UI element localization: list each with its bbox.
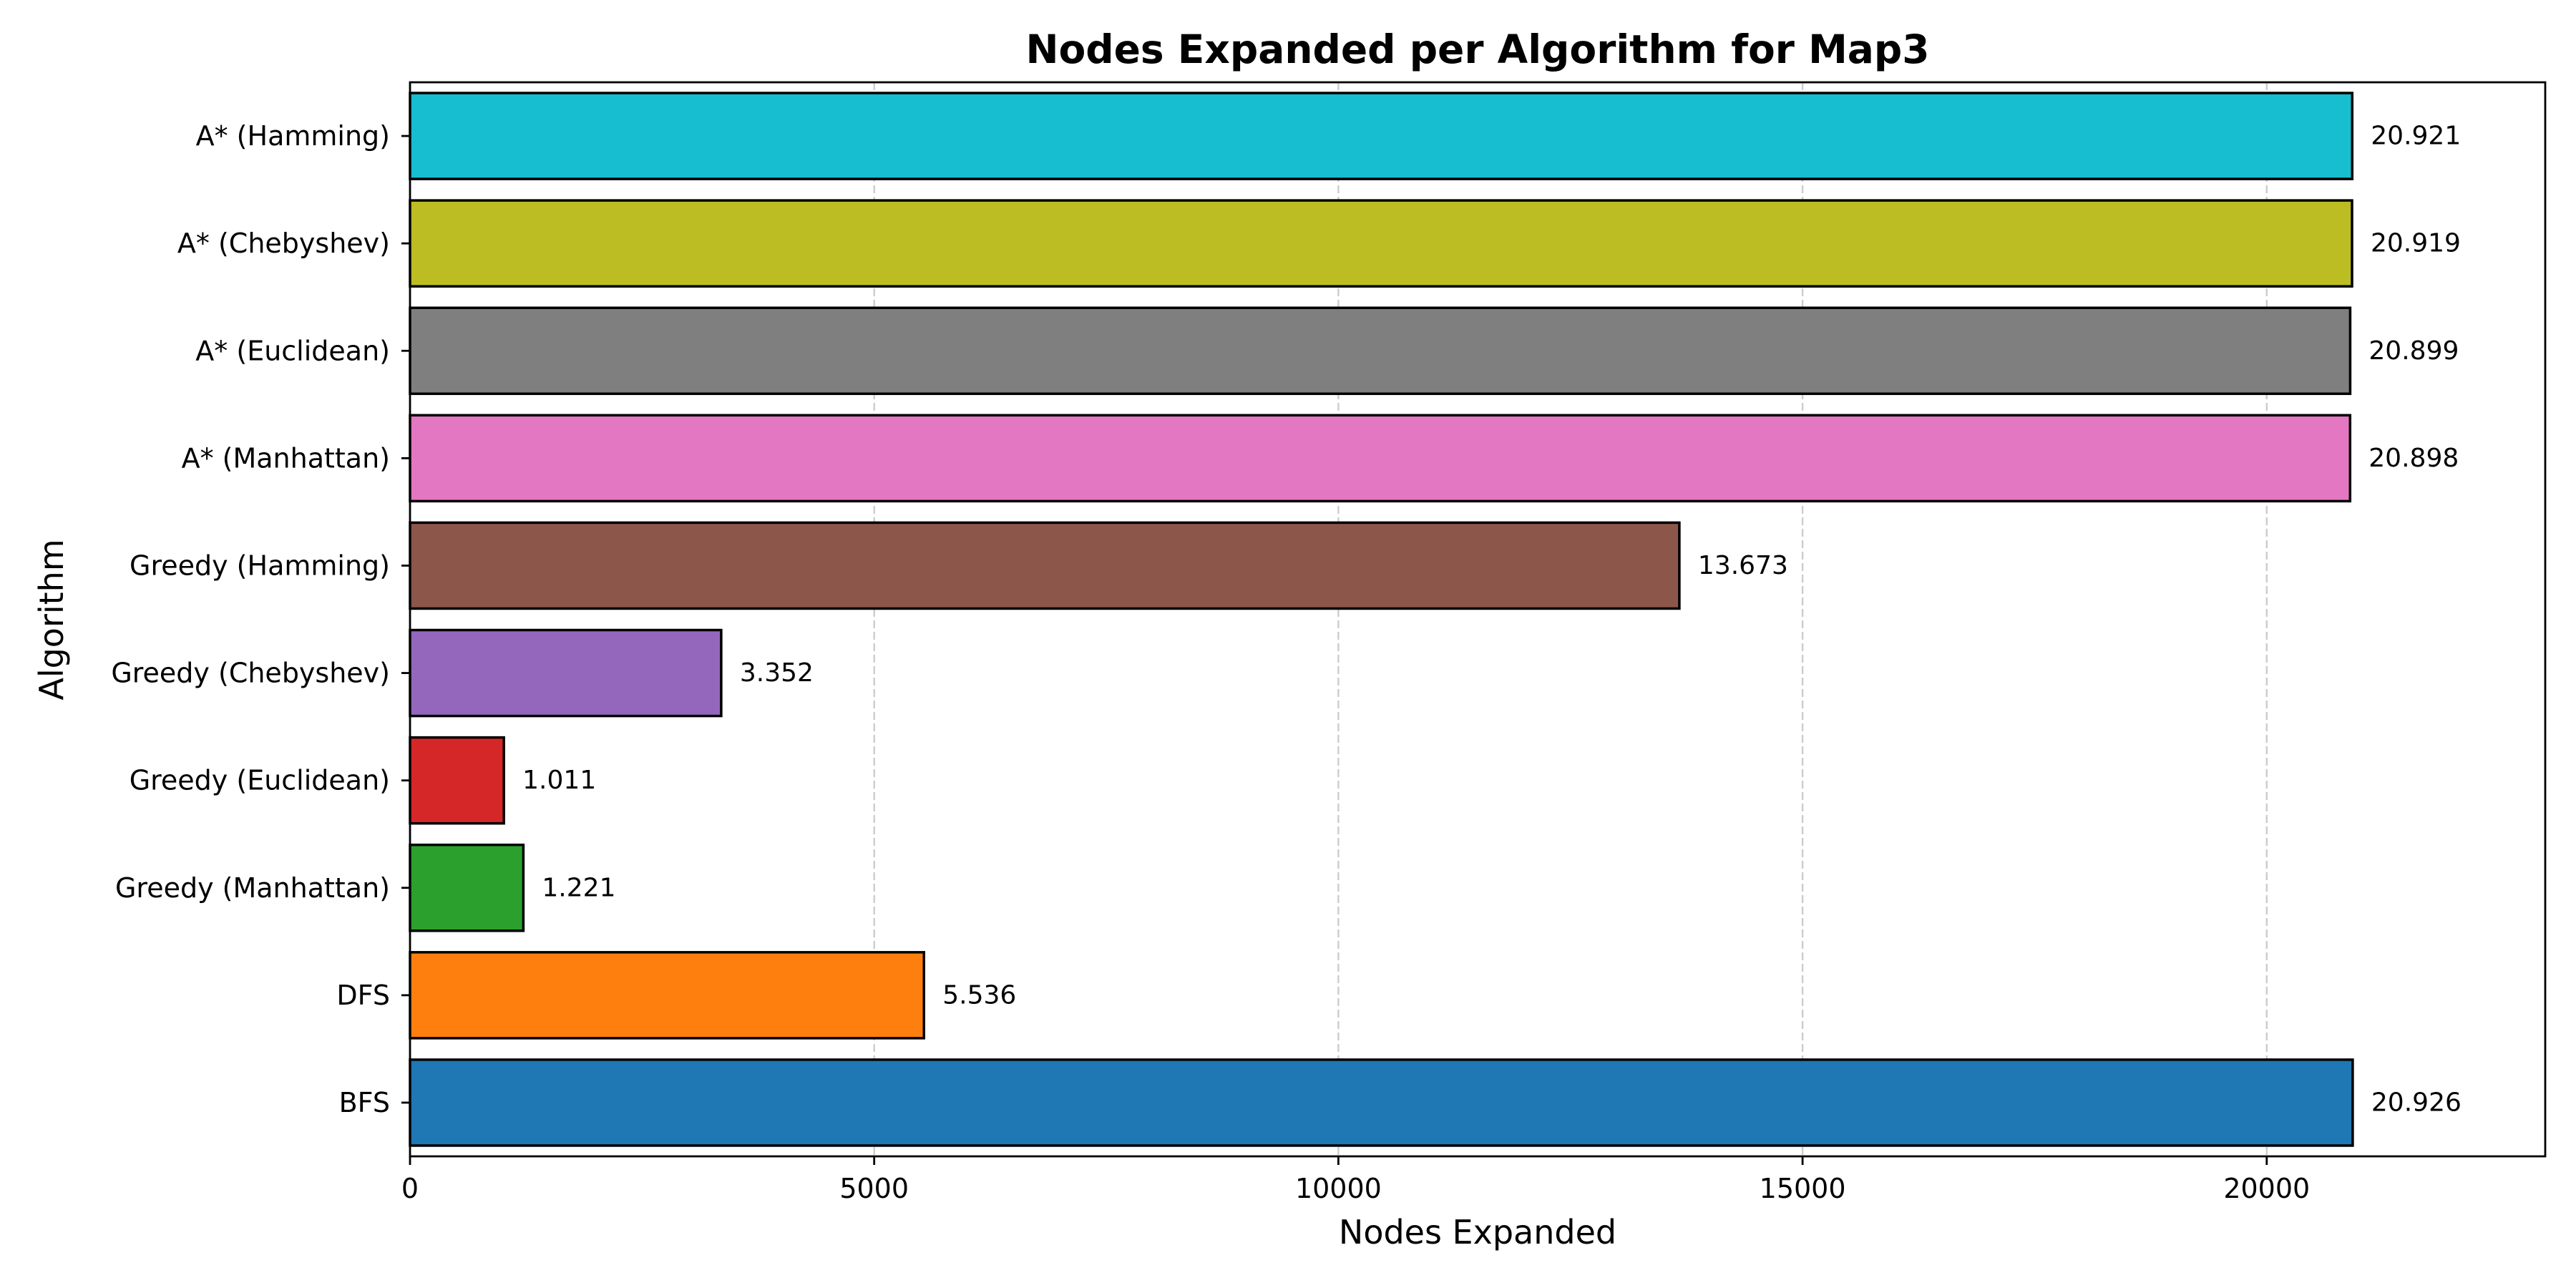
bar bbox=[409, 736, 505, 825]
y-tick-label: A* (Chebyshev) bbox=[177, 228, 390, 259]
bar bbox=[409, 414, 2352, 503]
bar bbox=[409, 628, 723, 718]
data-label: 20.919 bbox=[2371, 229, 2461, 258]
x-tick-label: 0 bbox=[401, 1173, 419, 1204]
y-axis-label: Algorithm bbox=[32, 539, 71, 700]
data-label: 20.898 bbox=[2368, 444, 2459, 473]
data-label: 3.352 bbox=[740, 658, 814, 688]
y-axis-ticks: BFS DFS Greedy (Manhattan) Greedy (Euclidea… bbox=[111, 120, 410, 1118]
y-tick-label: A* (Euclidean) bbox=[195, 335, 390, 366]
x-tick-label: 5000 bbox=[839, 1173, 909, 1204]
y-tick-label: A* (Hamming) bbox=[196, 120, 390, 152]
x-tick-label: 20000 bbox=[2223, 1173, 2310, 1204]
bar bbox=[409, 199, 2353, 288]
bars bbox=[409, 92, 2354, 1147]
x-axis-ticks: 0 5000 10000 15000 20000 bbox=[401, 1156, 2310, 1204]
chart-title: Nodes Expanded per Algorithm for Map3 bbox=[1025, 26, 1929, 72]
y-tick-label: BFS bbox=[339, 1087, 390, 1118]
data-label: 20.921 bbox=[2371, 122, 2461, 151]
data-labels: 20.926 5.536 1.221 1.011 3.352 13.673 20.898 20… bbox=[522, 122, 2462, 1118]
y-tick-label: DFS bbox=[336, 980, 390, 1011]
data-label: 1.221 bbox=[542, 873, 615, 902]
y-tick-label: Greedy (Manhattan) bbox=[115, 872, 390, 904]
data-label: 5.536 bbox=[942, 980, 1016, 1010]
y-tick-label: A* (Manhattan) bbox=[182, 442, 390, 474]
y-tick-label: Greedy (Hamming) bbox=[130, 550, 390, 581]
bar bbox=[409, 521, 1681, 610]
x-axis-label: Nodes Expanded bbox=[1339, 1213, 1616, 1252]
bar bbox=[409, 843, 525, 932]
data-label: 20.899 bbox=[2368, 336, 2459, 366]
plot-frame bbox=[409, 81, 2547, 1158]
y-tick-label: Greedy (Euclidean) bbox=[130, 765, 390, 796]
bar bbox=[409, 306, 2352, 396]
data-label: 1.011 bbox=[522, 766, 596, 795]
y-tick-label: Greedy (Chebyshev) bbox=[111, 658, 390, 689]
x-tick-label: 15000 bbox=[1760, 1173, 1846, 1204]
data-label: 13.673 bbox=[1698, 551, 1788, 580]
bar bbox=[409, 1058, 2354, 1147]
bar bbox=[409, 951, 925, 1040]
bar bbox=[409, 92, 2354, 180]
data-label: 20.926 bbox=[2371, 1088, 2462, 1117]
x-tick-label: 10000 bbox=[1295, 1173, 1382, 1204]
